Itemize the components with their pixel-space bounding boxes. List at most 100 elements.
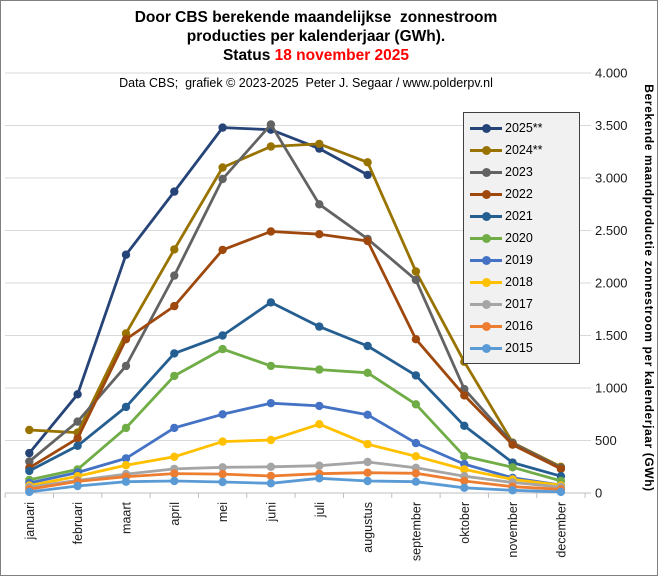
series-path-2018 — [27, 422, 563, 488]
series-path-2022 — [27, 230, 563, 471]
data-point-2024**-april — [170, 245, 179, 254]
series-path-2015 — [27, 476, 563, 494]
legend-label-2022: 2022 — [505, 187, 533, 201]
data-point-2017-juni — [266, 462, 276, 471]
legend-label-2020: 2020 — [505, 231, 533, 245]
data-point-2022-december — [556, 464, 566, 474]
y-tick-label-500: 500 — [595, 433, 617, 448]
x-label-oktober: oktober — [458, 502, 472, 544]
chart-title-line-1: Door CBS berekende maandelijkse zonnestr… — [134, 9, 498, 26]
data-point-2021-april — [170, 349, 179, 358]
data-point-2017-juli — [315, 461, 324, 470]
y-tick-label-3.500: 3.500 — [595, 118, 628, 133]
data-point-2020-november — [508, 463, 517, 472]
y-tick-label-4.000: 4.000 — [595, 66, 628, 81]
legend-item-2016: 2016 — [470, 316, 573, 336]
x-label-maart: maart — [119, 501, 133, 533]
legend-item-2017: 2017 — [470, 294, 573, 314]
x-label-september: september — [409, 502, 423, 561]
status-label: Status — [222, 47, 275, 64]
chart-status-line: Status 18 november 2025 — [1, 46, 631, 65]
data-point-2015-oktober — [460, 483, 469, 492]
series-path-2021 — [27, 300, 563, 478]
legend-label-2025**: 2025** — [505, 121, 543, 135]
legend-marker-2019 — [470, 255, 502, 265]
series-line-2022 — [25, 227, 566, 474]
data-point-2019-juli — [315, 401, 324, 411]
data-point-2024**-maart — [121, 329, 131, 338]
data-point-2022-augustus — [363, 236, 372, 246]
data-point-2019-juni — [266, 399, 276, 408]
data-point-2023-maart — [121, 361, 131, 371]
x-label-januari: januari — [23, 502, 37, 541]
y-tick-label-0: 0 — [595, 486, 602, 501]
legend-item-2020: 2020 — [470, 228, 573, 248]
legend-marker-2025** — [470, 123, 502, 133]
data-point-2018-juni — [266, 435, 276, 445]
data-point-2016-oktober — [460, 476, 469, 486]
y-tick-label-2.000: 2.000 — [595, 276, 628, 291]
series-path-2023 — [27, 123, 563, 470]
chart-legend: 2025** 2024** 2023 2022 2021 2020 2019 2018 2017… — [463, 112, 580, 364]
data-point-2015-juni — [266, 479, 276, 488]
legend-item-2021: 2021 — [470, 206, 573, 226]
series-path-2016 — [27, 471, 563, 491]
data-point-2020-augustus — [363, 368, 372, 377]
data-point-2024**-september — [411, 267, 421, 276]
data-point-2016-september — [411, 469, 421, 478]
chart-subtitle: Data CBS; grafiek © 2023-2025 Peter J. S… — [119, 76, 493, 90]
legend-item-2022: 2022 — [470, 184, 573, 204]
y-tick-label-1.000: 1.000 — [595, 381, 628, 396]
data-point-2018-juli — [315, 420, 324, 429]
legend-marker-2024** — [470, 145, 502, 155]
data-point-2015-juli — [315, 474, 324, 483]
x-label-mei: mei — [216, 502, 230, 522]
legend-item-2024**: 2024** — [470, 140, 573, 160]
data-point-2021-juli — [315, 322, 324, 331]
data-point-2016-mei — [218, 469, 227, 479]
data-point-2021-mei — [218, 331, 227, 340]
data-point-2022-juni — [266, 227, 276, 236]
data-point-2021-september — [411, 371, 421, 380]
data-point-2022-september — [411, 335, 421, 344]
data-point-2018-september — [411, 452, 421, 461]
data-point-2023-april — [170, 271, 179, 280]
data-point-2017-mei — [218, 463, 227, 472]
data-point-2023-mei — [218, 174, 227, 184]
y-tick-label-3.000: 3.000 — [595, 171, 628, 186]
data-point-2020-juni — [266, 361, 276, 371]
legend-marker-2020 — [470, 233, 502, 243]
legend-item-2019: 2019 — [470, 250, 573, 270]
data-point-2024**-juli — [315, 139, 324, 149]
data-point-2017-augustus — [363, 457, 372, 467]
x-label-augustus: augustus — [361, 502, 375, 553]
data-point-2025**-april — [170, 187, 179, 196]
legend-label-2021: 2021 — [505, 209, 533, 223]
data-point-2025**-maart — [121, 250, 131, 259]
y-axis-title: Berekende maandproductie zonnestroom per… — [642, 84, 656, 492]
data-point-2018-augustus — [363, 440, 372, 449]
data-point-2015-mei — [218, 477, 227, 487]
data-point-2023-juni — [266, 120, 276, 129]
data-point-2021-oktober — [460, 421, 469, 430]
x-axis-ticks — [4, 493, 586, 498]
legend-label-2023: 2023 — [505, 165, 533, 179]
data-point-2022-februari — [73, 434, 82, 443]
data-point-2023-juli — [315, 200, 324, 209]
legend-marker-2017 — [470, 299, 502, 309]
data-point-2019-april — [170, 423, 179, 433]
data-point-2015-december — [556, 487, 566, 497]
legend-label-2024**: 2024** — [505, 143, 543, 157]
legend-marker-2021 — [470, 211, 502, 221]
x-label-februari: februari — [71, 502, 85, 544]
data-point-2025**-februari — [73, 390, 82, 399]
series-path-2020 — [27, 347, 563, 483]
legend-label-2015: 2015 — [505, 341, 533, 355]
data-point-2019-maart — [121, 454, 131, 463]
data-point-2020-april — [170, 371, 179, 381]
data-point-2015-februari — [73, 481, 82, 491]
series-path-2017 — [27, 460, 563, 489]
data-point-2024**-mei — [218, 163, 227, 172]
